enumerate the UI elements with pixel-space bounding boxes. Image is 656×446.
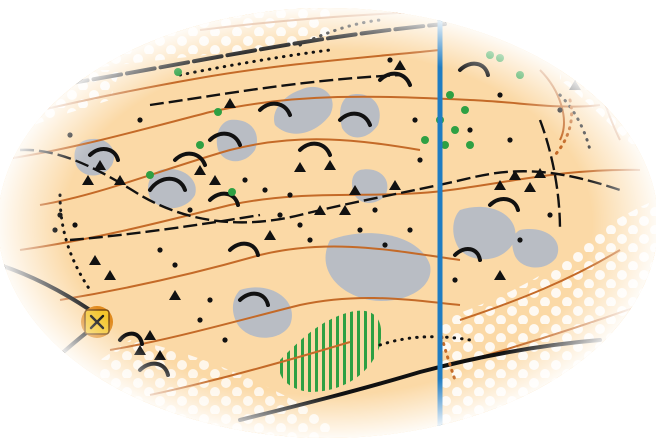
vignette	[0, 8, 656, 438]
